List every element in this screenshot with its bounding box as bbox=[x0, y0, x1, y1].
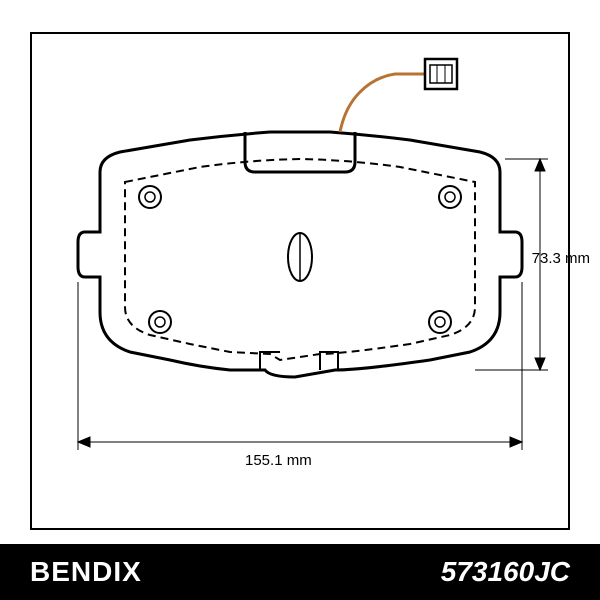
width-dimension-label: 155.1 mm bbox=[245, 452, 312, 469]
part-number-label: 573160JC bbox=[441, 556, 570, 588]
footer-bar: BENDIX 573160JC bbox=[0, 544, 600, 600]
brand-label: BENDIX bbox=[30, 556, 142, 588]
height-dimension-label: 73.3 mm bbox=[532, 250, 590, 267]
